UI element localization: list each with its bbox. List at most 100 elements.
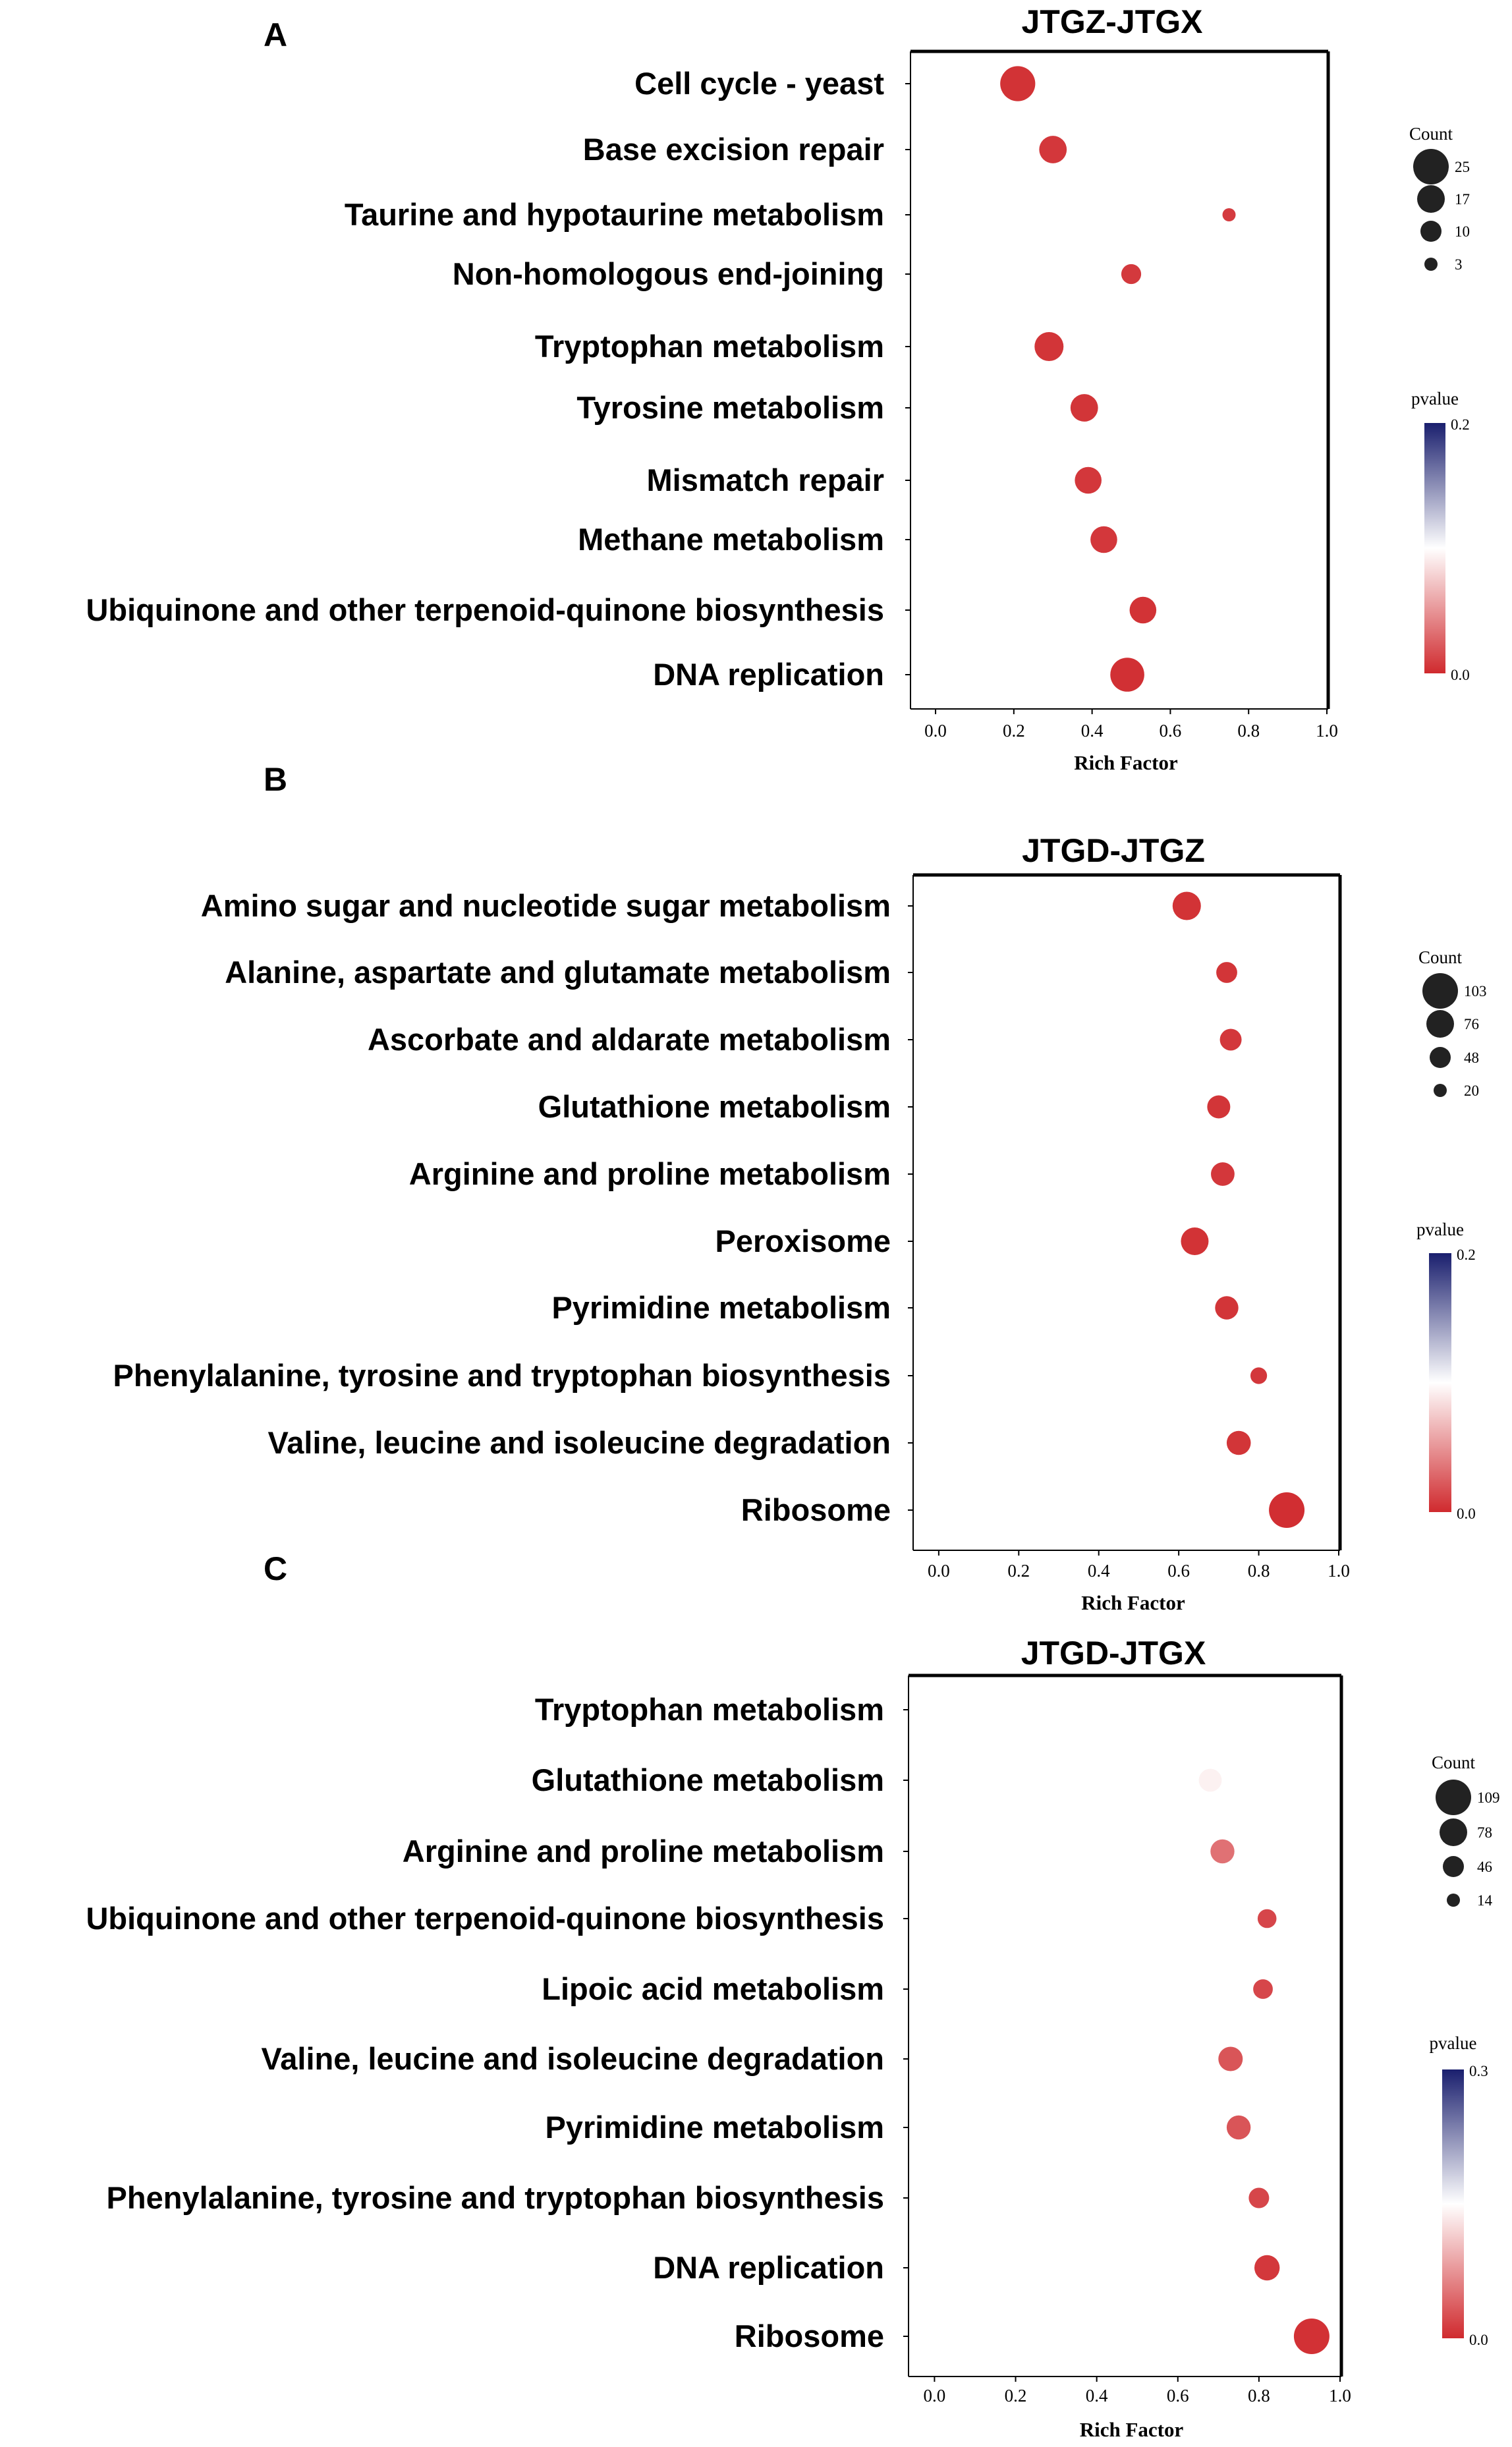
- x-tick-label: 0.2: [1005, 2386, 1027, 2405]
- pvalue-legend-max: 0.3: [1469, 2063, 1488, 2079]
- pvalue-colorbar: [1429, 1253, 1451, 1512]
- x-tick-label: 0.4: [1088, 1561, 1110, 1581]
- data-point: [1269, 1492, 1305, 1528]
- pvalue-colorbar: [1424, 423, 1445, 673]
- panel-title: JTGZ-JTGX: [1021, 3, 1202, 40]
- data-point: [1039, 136, 1067, 163]
- pvalue-legend: pvalue 0.2 0.0: [1416, 1220, 1476, 1522]
- data-point: [1222, 208, 1236, 221]
- data-point: [1250, 1367, 1268, 1384]
- x-tick-label: 0.0: [924, 721, 947, 741]
- x-axis-title: Rich Factor: [1080, 2418, 1184, 2441]
- data-point: [1070, 394, 1098, 422]
- panel-letter: B: [264, 761, 287, 798]
- term-label: Phenylalanine, tyrosine and tryptophan b…: [107, 2180, 884, 2215]
- pvalue-legend-min: 0.0: [1451, 667, 1470, 683]
- term-label: Pyrimidine metabolism: [545, 2110, 884, 2145]
- term-label: Pyrimidine metabolism: [551, 1290, 891, 1325]
- data-point: [1293, 2319, 1330, 2354]
- data-point: [1075, 466, 1102, 494]
- x-tick-label: 0.8: [1248, 1561, 1270, 1581]
- pvalue-legend-max: 0.2: [1457, 1247, 1476, 1263]
- term-label: Alanine, aspartate and glutamate metabol…: [225, 955, 891, 990]
- term-label: Valine, leucine and isoleucine degradati…: [262, 2041, 885, 2076]
- count-legend-value: 20: [1464, 1083, 1479, 1099]
- data-point: [1219, 1028, 1242, 1051]
- term-label: Arginine and proline metabolism: [409, 1156, 891, 1191]
- pvalue-legend: pvalue 0.3 0.0: [1430, 2033, 1488, 2348]
- count-legend-dot: [1426, 1010, 1454, 1038]
- x-tick-label: 0.8: [1248, 2386, 1270, 2405]
- pvalue-legend: pvalue 0.2 0.0: [1411, 389, 1470, 683]
- count-legend-value: 109: [1477, 1789, 1500, 1806]
- panel-b: B JTGD-JTGZ 0.0 0.2 0.4 0.6 0.8 1.0 Rich Factor A…: [113, 761, 1487, 1614]
- term-label: Valine, leucine and isoleucine degradati…: [268, 1425, 891, 1460]
- count-legend-dot: [1434, 1084, 1447, 1097]
- term-label: Methane metabolism: [578, 522, 884, 557]
- data-point: [1226, 2115, 1251, 2140]
- count-legend-dot: [1447, 1894, 1460, 1907]
- x-tick-label: 1.0: [1316, 721, 1338, 741]
- panel-letter: A: [264, 16, 287, 53]
- data-point: [1218, 2046, 1243, 2071]
- x-tick-label: 0.4: [1081, 721, 1104, 741]
- x-tick-label: 0.6: [1167, 1561, 1190, 1581]
- count-legend-value: 48: [1464, 1050, 1479, 1066]
- term-label: Ascorbate and aldarate metabolism: [368, 1022, 891, 1057]
- x-tick-label: 1.0: [1329, 2386, 1351, 2405]
- term-label: Ribosome: [741, 1492, 891, 1527]
- data-point: [1129, 596, 1157, 624]
- term-label: Tryptophan metabolism: [535, 329, 884, 364]
- count-legend-dot: [1417, 185, 1445, 213]
- panel-title: JTGD-JTGX: [1021, 1635, 1206, 1672]
- term-label: Arginine and proline metabolism: [403, 1834, 884, 1869]
- count-legend-dot: [1443, 1856, 1464, 1877]
- count-legend-value: 17: [1455, 191, 1470, 208]
- data-point: [1215, 1296, 1239, 1320]
- pvalue-legend-title: pvalue: [1430, 2033, 1477, 2053]
- term-label: Mismatch repair: [647, 463, 884, 497]
- count-legend-dot: [1413, 149, 1449, 184]
- count-legend-dot: [1420, 221, 1442, 242]
- term-label: DNA replication: [653, 2250, 884, 2285]
- count-legend-value: 25: [1455, 159, 1470, 175]
- term-label: Peroxisome: [715, 1224, 891, 1258]
- pvalue-colorbar: [1442, 2069, 1464, 2338]
- count-legend-value: 78: [1477, 1824, 1492, 1841]
- data-point: [1110, 658, 1144, 692]
- data-point: [1121, 264, 1142, 285]
- data-point: [1172, 891, 1201, 920]
- pvalue-legend-max: 0.2: [1451, 416, 1470, 433]
- x-tick-label: 0.6: [1167, 2386, 1189, 2405]
- count-legend-value: 76: [1464, 1016, 1479, 1032]
- term-label: Lipoic acid metabolism: [542, 1971, 884, 2006]
- term-label: DNA replication: [653, 657, 884, 692]
- pvalue-legend-min: 0.0: [1469, 2332, 1488, 2348]
- x-tick-label: 0.6: [1160, 721, 1182, 741]
- pvalue-legend-title: pvalue: [1416, 1220, 1464, 1239]
- pvalue-legend-min: 0.0: [1457, 1505, 1476, 1522]
- x-tick-label: 0.2: [1007, 1561, 1030, 1581]
- x-tick-label: 0.4: [1086, 2386, 1108, 2405]
- count-legend-dot: [1422, 973, 1458, 1009]
- data-point: [1194, 1697, 1219, 1722]
- count-legend-dot: [1436, 1780, 1471, 1815]
- x-axis-title: Rich Factor: [1081, 1591, 1185, 1614]
- count-legend-dot: [1424, 258, 1438, 271]
- count-legend-value: 46: [1477, 1859, 1492, 1875]
- term-label: Amino sugar and nucleotide sugar metabol…: [201, 888, 891, 923]
- data-point: [1253, 1979, 1273, 1999]
- count-legend-title: Count: [1432, 1753, 1476, 1772]
- term-label: Glutathione metabolism: [532, 1762, 884, 1797]
- data-point: [1210, 1839, 1235, 1864]
- data-point: [1211, 1162, 1235, 1186]
- x-tick-label: 0.8: [1237, 721, 1260, 741]
- x-tick-label: 0.0: [924, 2386, 946, 2405]
- term-label: Phenylalanine, tyrosine and tryptophan b…: [113, 1358, 891, 1393]
- data-point: [1216, 962, 1237, 983]
- data-point: [1248, 2187, 1270, 2208]
- x-axis-title: Rich Factor: [1074, 751, 1178, 774]
- panel-title: JTGD-JTGZ: [1022, 832, 1205, 869]
